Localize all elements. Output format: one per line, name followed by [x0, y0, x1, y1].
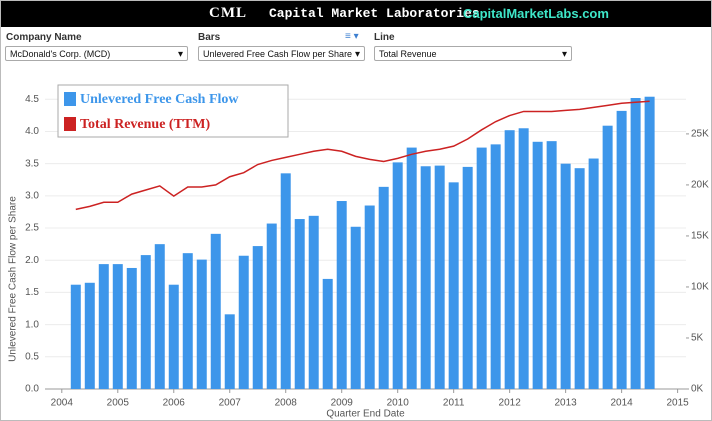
bar — [378, 186, 389, 389]
logo: CML — [209, 5, 247, 21]
bar — [448, 182, 459, 389]
bar — [574, 168, 585, 389]
bar — [616, 110, 627, 389]
bar — [238, 255, 249, 389]
x-tick-label: 2004 — [51, 398, 74, 409]
bar — [434, 165, 445, 389]
y2-tick-label: 15K — [691, 231, 709, 242]
y2-tick-label: 25K — [691, 129, 709, 140]
legend-swatch — [64, 117, 76, 131]
control-label: Bars — [198, 32, 221, 43]
y-tick-label: 4.5 — [25, 94, 39, 105]
bar — [644, 96, 655, 389]
header-title: Capital Market Laboratories — [269, 6, 480, 21]
bar — [560, 163, 571, 389]
bar — [154, 244, 165, 389]
y-tick-label: 3.5 — [25, 158, 39, 169]
x-tick-label: 2012 — [499, 398, 522, 409]
bar — [546, 141, 557, 389]
bar — [210, 233, 221, 389]
line-dropdown[interactable]: Total Revenue — [374, 46, 572, 62]
bar — [532, 141, 543, 389]
legend-label: Unlevered Free Cash Flow — [80, 92, 239, 107]
header-site: CapitalMarketLabs.com — [463, 6, 609, 21]
bar — [70, 284, 81, 389]
x-tick-label: 2005 — [107, 398, 130, 409]
y2-tick-label: 5K — [691, 333, 704, 344]
bar — [602, 125, 613, 389]
bar — [462, 166, 473, 389]
x-tick-label: 2010 — [387, 398, 410, 409]
x-tick-label: 2007 — [219, 398, 242, 409]
bar — [252, 246, 263, 389]
y-tick-label: 0.0 — [25, 384, 39, 395]
bar — [168, 284, 179, 389]
bar — [224, 314, 235, 389]
bar — [406, 147, 417, 389]
x-tick-label: 2008 — [275, 398, 298, 409]
y-tick-label: 0.5 — [25, 351, 39, 362]
legend-swatch — [64, 92, 76, 106]
menu-icon[interactable]: ≡ ▾ — [345, 31, 359, 42]
x-tick-label: 2009 — [331, 398, 354, 409]
bar — [182, 253, 193, 389]
bar — [630, 98, 641, 389]
bar — [84, 282, 95, 389]
chart: 0.0 0.5 1.0 1.5 2.0 2.5 3.0 3.5 4.0 4.5 0K 5K 10K 15K… — [8, 84, 709, 420]
y-tick-label: 1.0 — [25, 319, 39, 330]
control-label: Company Name — [6, 32, 82, 43]
x-tick-label: 2006 — [163, 398, 186, 409]
legend-box — [57, 84, 289, 138]
bar — [392, 162, 403, 389]
bar — [420, 166, 431, 389]
header-bar: CML Capital Market Laboratories CapitalM… — [1, 1, 711, 27]
line — [75, 100, 650, 211]
y2-tick-label: 0K — [691, 384, 704, 395]
bar — [280, 173, 291, 389]
y-tick-label: 3.0 — [25, 191, 39, 202]
y-tick-label: 2.5 — [25, 223, 39, 234]
bar — [308, 215, 319, 389]
bar — [112, 264, 123, 389]
bar — [126, 267, 137, 389]
y-tick-label: 1.5 — [25, 287, 39, 298]
bar — [476, 147, 487, 389]
bar — [518, 128, 529, 389]
bar — [336, 201, 347, 389]
y2-tick-label: 20K — [691, 180, 709, 191]
x-axis-label: Quarter End Date — [326, 409, 405, 420]
company-dropdown[interactable]: McDonald's Corp. (MCD) — [5, 46, 188, 62]
x-tick-label: 2015 — [666, 398, 689, 409]
bar — [266, 223, 277, 389]
bar — [504, 130, 515, 389]
x-tick-label: 2011 — [443, 398, 465, 409]
x-tick-label: 2013 — [555, 398, 578, 409]
bar — [364, 205, 375, 389]
y-tick-label: 2.0 — [25, 255, 39, 266]
legend-label: Total Revenue (TTM) — [80, 117, 210, 132]
bar — [350, 226, 361, 389]
x-tick-label: 2014 — [610, 398, 633, 409]
bar — [140, 255, 151, 389]
bar — [98, 264, 109, 389]
bar — [294, 219, 305, 389]
y-tick-label: 4.0 — [25, 126, 39, 137]
y2-tick-label: 10K — [691, 282, 709, 293]
bar — [588, 158, 599, 389]
bar — [196, 259, 207, 389]
bar — [322, 278, 333, 389]
y-axis-label: Unlevered Free Cash Flow per Share — [8, 196, 19, 362]
control-label: Line — [374, 32, 395, 43]
bar — [490, 144, 501, 389]
bars-dropdown[interactable]: Unlevered Free Cash Flow per Share — [198, 46, 365, 62]
